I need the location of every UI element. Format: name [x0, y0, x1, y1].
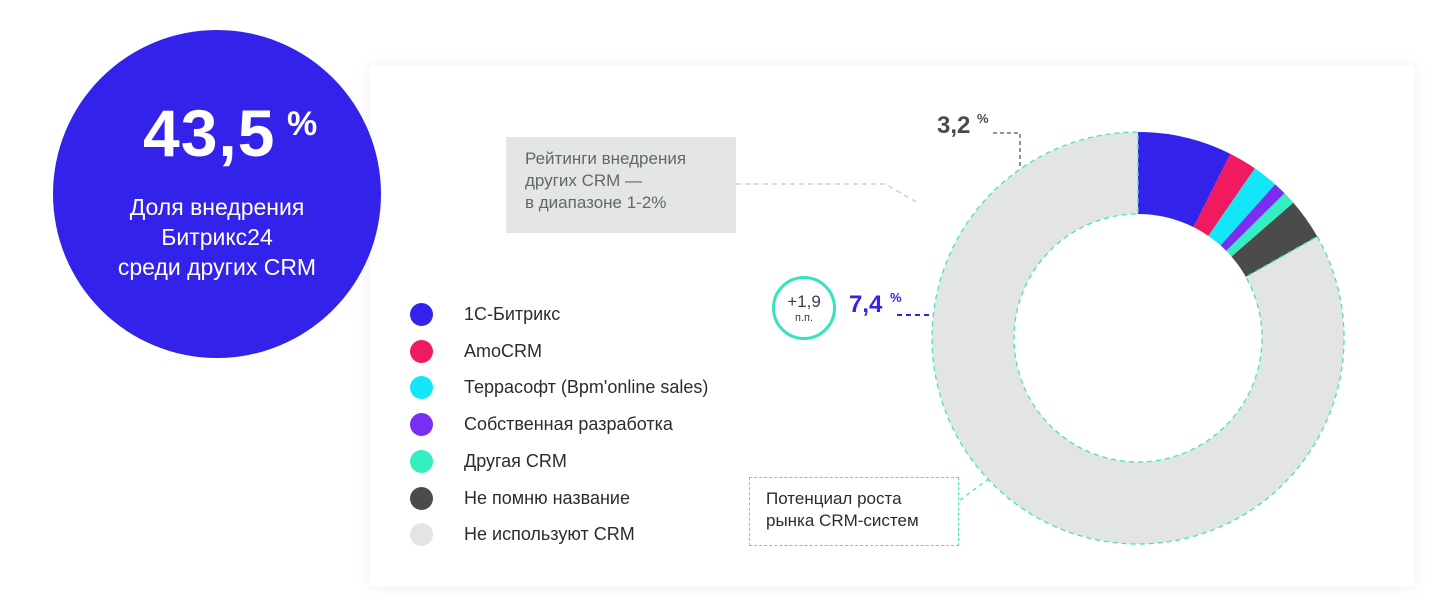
headline-circle	[53, 30, 381, 358]
potential-line: Потенциал роста	[766, 489, 902, 508]
bitrix-data-label: 7,4	[849, 291, 883, 318]
donut-slice	[1226, 193, 1294, 257]
potential-line: рынка CRM-систем	[766, 511, 919, 530]
donut-slice	[932, 132, 1344, 544]
growth-value: +1,9	[787, 292, 821, 311]
unknown-data-label-unit: %	[977, 111, 989, 126]
headline-caption-line: среди других CRM	[117, 254, 317, 280]
legend-label: Не используют CRM	[464, 524, 635, 545]
legend-swatch	[410, 449, 433, 473]
legend-swatch	[410, 339, 433, 363]
unknown-data-label: 3,2	[937, 112, 971, 139]
legend-swatch	[410, 376, 433, 400]
legend-label: 1С-Битрикс	[464, 304, 561, 324]
headline-caption-line: Битрикс24	[161, 224, 273, 250]
donut-slice	[1220, 184, 1285, 251]
note-line: в диапазоне 1-2%	[525, 193, 667, 212]
headline-value: 43,5	[143, 96, 276, 170]
unknown-connector	[993, 132, 1021, 168]
note-line: Рейтинги внедрения	[525, 149, 687, 168]
legend-swatch	[410, 413, 433, 437]
note-connector	[736, 183, 919, 204]
donut-slice	[1138, 132, 1231, 228]
headline-caption-line: Доля внедрения	[129, 194, 305, 220]
legend-swatch	[410, 486, 433, 510]
legend-swatch	[410, 523, 433, 547]
headline-caption: Доля внедрения Битрикс24 среди других CR…	[53, 192, 381, 282]
donut-slice	[1231, 202, 1318, 277]
bitrix-data-label-unit: %	[890, 290, 902, 305]
donut-slice	[1193, 153, 1255, 236]
potential-outline	[931, 131, 1345, 545]
legend-swatch	[410, 303, 433, 326]
headline-unit: %	[287, 105, 318, 143]
potential-segment-outline	[931, 131, 1345, 545]
growth-badge: +1,9 п.п.	[772, 276, 836, 340]
donut-slices	[932, 132, 1344, 544]
growth-unit: п.п.	[794, 312, 814, 324]
legend-label: Не помню название	[464, 487, 630, 508]
legend-label: AmoCRM	[464, 340, 543, 361]
note-line: других CRM —	[525, 171, 643, 190]
donut-slice	[1208, 168, 1276, 246]
legend-label: Другая CRM	[464, 450, 567, 471]
potential-box: Потенциал роста рынка CRM-систем	[749, 477, 959, 546]
note-box: Рейтинги внедрения других CRM — в диапаз…	[506, 137, 736, 233]
legend-label: Собственная разработка	[464, 414, 673, 435]
legend-label: Террасофт (Bpm'online sales)	[464, 377, 709, 398]
